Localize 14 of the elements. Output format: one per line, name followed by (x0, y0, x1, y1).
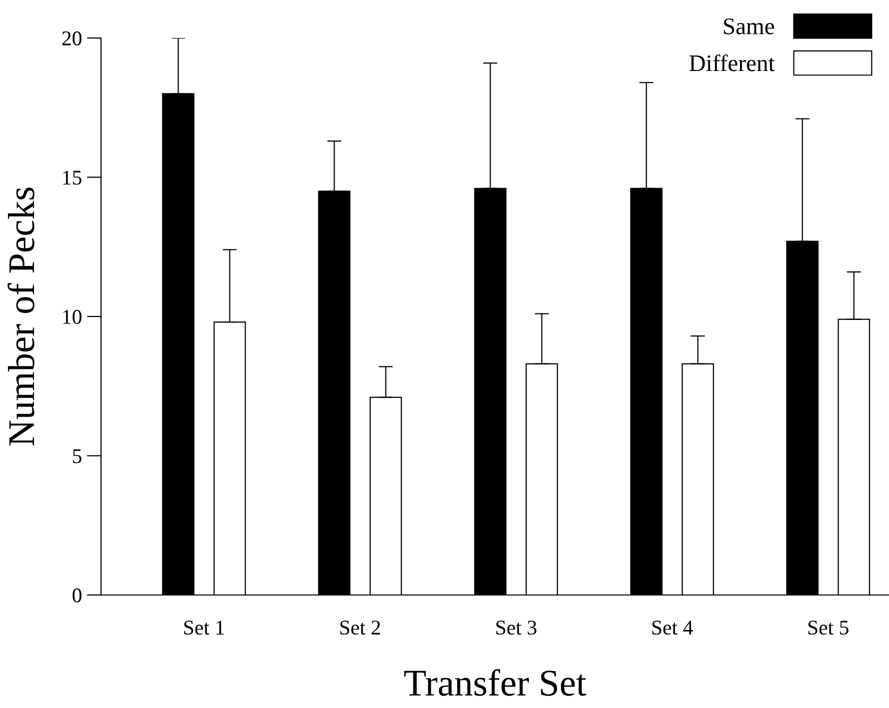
y-tick-label: 0 (72, 588, 82, 602)
x-tick-label: Set 4 (652, 620, 693, 635)
x-tick-label: Set 2 (340, 620, 380, 635)
y-axis-title: Number of Pecks (8, 188, 34, 446)
x-tick-label: Set 3 (496, 620, 536, 635)
y-tick-label: 5 (73, 449, 82, 464)
y-tick-label: 15 (63, 170, 82, 185)
x-tick-label: Set 1 (184, 620, 224, 635)
y-tick-label: 10 (63, 310, 82, 324)
x-tick-label: Set 5 (808, 620, 848, 635)
legend-label: Same (724, 18, 774, 34)
legend-label: Different (689, 54, 775, 72)
x-axis-title: Transfer Set (404, 669, 586, 696)
y-tick-label: 20 (62, 31, 82, 46)
